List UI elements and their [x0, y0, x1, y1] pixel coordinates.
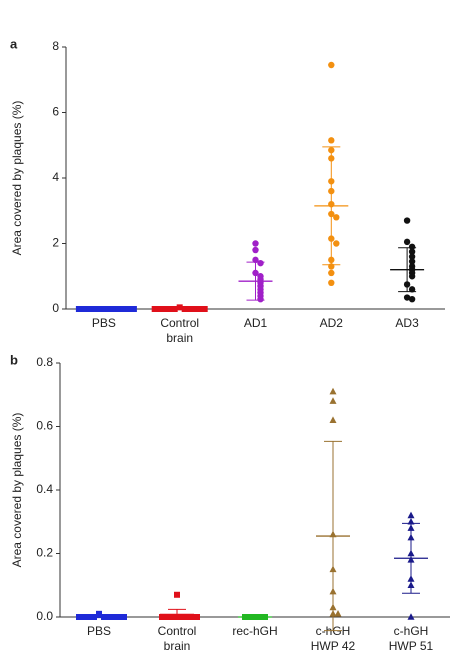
data-point [252, 246, 259, 254]
data-point [328, 269, 335, 277]
x-tick-label: PBS [87, 624, 111, 638]
x-tick-label: c-hGH HWP 42 [311, 624, 356, 653]
data-point [156, 306, 163, 312]
y-tick-label: 0.6 [36, 419, 53, 433]
x-tick-label-line: rec-hGH [232, 624, 277, 638]
x-tick-label-line: AD2 [320, 316, 344, 330]
data-point [169, 614, 175, 620]
data-point [257, 295, 264, 303]
data-point [116, 614, 122, 620]
x-tick-label-line: AD1 [244, 316, 268, 330]
data-point [252, 240, 259, 247]
y-tick-label: 4 [52, 170, 59, 184]
x-tick-label-line: brain [166, 331, 193, 345]
data-point [159, 614, 165, 620]
data-point [252, 256, 259, 264]
data-point [408, 248, 416, 255]
y-tick-label: 2 [52, 236, 59, 250]
x-tick-label-line: Control [160, 316, 199, 330]
data-point [333, 240, 340, 247]
data-point [130, 306, 137, 312]
data-point [328, 137, 335, 144]
data-point [408, 243, 416, 250]
data-point [334, 610, 342, 617]
y-tick-label: 8 [52, 39, 59, 53]
panel-label: b [10, 352, 18, 367]
data-point [151, 306, 158, 312]
data-point [184, 614, 190, 620]
chart-panel: b Area covered by plaques (%) 0.0 0.2 0.4 0.6… [10, 352, 450, 653]
y-tick-label: 0.0 [36, 609, 53, 623]
x-tick-label-line: HWP 42 [311, 639, 356, 653]
data-point [408, 273, 416, 280]
data-point [408, 295, 416, 303]
data-point [329, 397, 337, 404]
x-tick-label-line: AD3 [395, 316, 419, 330]
x-tick-label-line: PBS [87, 624, 111, 638]
data-point [333, 214, 340, 221]
x-tick-label: Control brain [160, 316, 199, 345]
data-point [96, 610, 102, 617]
x-tick-label: PBS [92, 316, 116, 330]
data-point [408, 286, 416, 293]
y-tick-label: 0 [52, 301, 59, 315]
data-point [403, 294, 411, 301]
data-point [174, 591, 180, 598]
data-point [120, 306, 127, 312]
data-point [408, 258, 416, 265]
data-point [408, 253, 416, 260]
x-tick-label: AD3 [395, 316, 419, 330]
data-point [80, 306, 87, 312]
data-point [76, 614, 82, 620]
data-point [164, 614, 170, 620]
data-point [201, 306, 208, 312]
chart-panel: a Area covered by plaques (%) 0 2 4 6 8 PBS Cont… [10, 36, 445, 345]
y-tick-label: 0.8 [36, 355, 53, 369]
x-tick-label-line: HWP 51 [389, 639, 434, 653]
panel-label: a [10, 36, 18, 51]
data-point [194, 614, 200, 620]
data-point [257, 259, 264, 267]
x-tick-label-line: c-hGH [316, 624, 351, 638]
data-point [196, 306, 203, 312]
y-axis-label: Area covered by plaques (%) [10, 413, 24, 568]
y-tick-label: 6 [52, 105, 59, 119]
x-tick-label-line: PBS [92, 316, 116, 330]
x-tick-label: AD1 [244, 316, 268, 330]
data-point [329, 387, 337, 395]
data-point [179, 614, 185, 620]
y-axis-label: Area covered by plaques (%) [10, 101, 24, 256]
x-tick-label: rec-hGH [232, 624, 277, 638]
data-point [75, 306, 82, 312]
data-point [403, 238, 411, 246]
x-tick-label: Control brain [158, 624, 197, 653]
data-point [407, 511, 415, 519]
data-point [403, 217, 411, 224]
data-point [329, 416, 337, 423]
x-tick-label: c-hGH HWP 51 [389, 624, 434, 653]
data-point [328, 279, 335, 286]
x-tick-label-line: Control [158, 624, 197, 638]
x-tick-label: AD2 [320, 316, 344, 330]
y-tick-label: 0.4 [36, 482, 53, 496]
x-tick-label-line: c-hGH [394, 624, 429, 638]
data-point [125, 306, 132, 312]
data-point [328, 61, 335, 69]
data-point [189, 614, 195, 620]
x-tick-label-line: brain [164, 639, 191, 653]
data-point [407, 613, 415, 620]
data-point [121, 614, 127, 620]
y-tick-label: 0.2 [36, 546, 53, 560]
data-point [176, 304, 183, 311]
